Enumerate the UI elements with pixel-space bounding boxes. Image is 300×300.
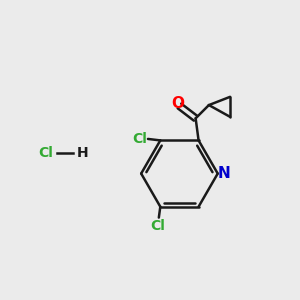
Text: Cl: Cl: [38, 146, 53, 160]
Text: Cl: Cl: [132, 132, 147, 146]
Text: O: O: [172, 95, 184, 110]
Text: Cl: Cl: [150, 219, 165, 233]
Text: N: N: [218, 166, 231, 181]
Text: H: H: [76, 146, 88, 160]
